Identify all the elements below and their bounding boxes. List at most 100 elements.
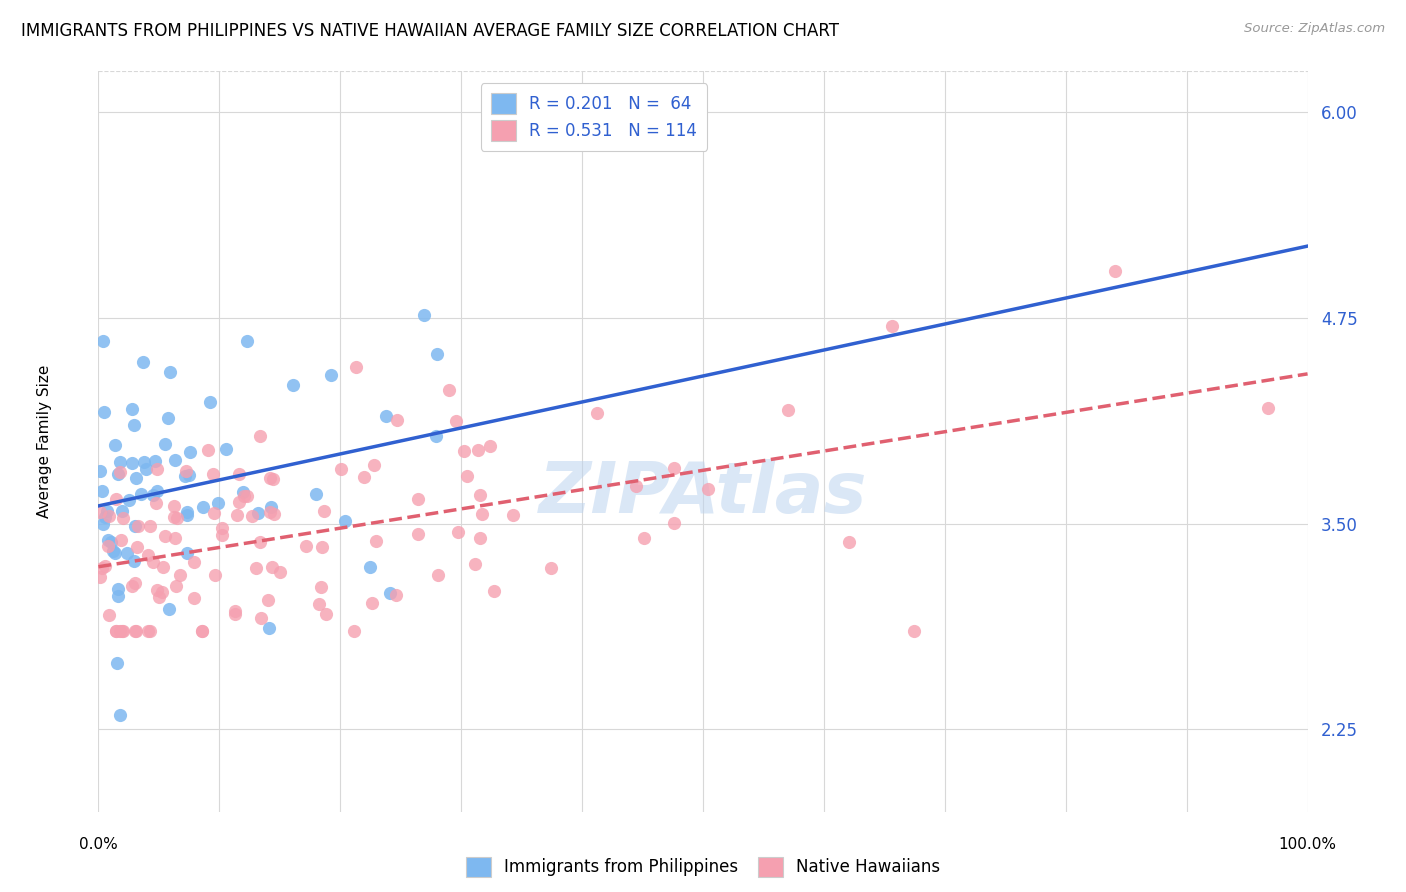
Point	[135, 462, 157, 476]
Point	[105, 491, 128, 506]
Point	[127, 518, 149, 533]
Point	[446, 414, 468, 428]
Point	[174, 469, 197, 483]
Point	[110, 504, 132, 518]
Point	[124, 575, 146, 590]
Point	[257, 593, 280, 607]
Point	[110, 533, 132, 548]
Point	[176, 505, 198, 519]
Point	[263, 507, 285, 521]
Point	[91, 516, 114, 531]
Point	[447, 524, 470, 539]
Point	[387, 413, 409, 427]
Point	[177, 467, 200, 482]
Point	[235, 489, 257, 503]
Point	[413, 308, 436, 322]
Point	[311, 541, 333, 555]
Point	[190, 624, 212, 638]
Point	[211, 528, 233, 542]
Point	[233, 489, 256, 503]
Point	[159, 365, 181, 379]
Point	[90, 483, 112, 498]
Point	[225, 508, 247, 523]
Point	[281, 378, 304, 392]
Point	[363, 458, 385, 472]
Point	[104, 438, 127, 452]
Point	[361, 596, 384, 610]
Point	[1257, 401, 1279, 415]
Point	[262, 472, 284, 486]
Point	[190, 624, 212, 638]
Point	[198, 395, 221, 409]
Point	[211, 521, 233, 535]
Text: 0.0%: 0.0%	[79, 837, 118, 852]
Point	[108, 624, 131, 638]
Point	[260, 559, 283, 574]
Point	[232, 485, 254, 500]
Point	[108, 455, 131, 469]
Point	[143, 454, 166, 468]
Point	[315, 607, 337, 622]
Point	[129, 487, 152, 501]
Point	[104, 546, 127, 560]
Point	[124, 624, 146, 638]
Point	[215, 442, 238, 456]
Point	[224, 603, 246, 617]
Point	[94, 509, 117, 524]
Point	[121, 579, 143, 593]
Point	[96, 504, 118, 518]
Point	[202, 467, 225, 481]
Point	[122, 417, 145, 432]
Point	[166, 511, 188, 525]
Point	[305, 487, 328, 501]
Point	[838, 535, 860, 549]
Point	[148, 590, 170, 604]
Text: Source: ZipAtlas.com: Source: ZipAtlas.com	[1244, 22, 1385, 36]
Point	[245, 560, 267, 574]
Point	[146, 484, 169, 499]
Point	[138, 624, 160, 638]
Point	[384, 588, 406, 602]
Point	[249, 429, 271, 443]
Point	[97, 539, 120, 553]
Text: Average Family Size: Average Family Size	[37, 365, 52, 518]
Point	[111, 511, 134, 525]
Point	[624, 479, 647, 493]
Point	[540, 561, 562, 575]
Point	[163, 453, 186, 467]
Point	[696, 482, 718, 496]
Point	[197, 443, 219, 458]
Point	[464, 557, 486, 571]
Point	[139, 519, 162, 533]
Point	[105, 656, 128, 670]
Point	[903, 624, 925, 638]
Point	[111, 624, 134, 638]
Point	[308, 597, 330, 611]
Point	[108, 465, 131, 479]
Point	[146, 582, 169, 597]
Point	[427, 568, 450, 582]
Point	[125, 624, 148, 638]
Point	[142, 488, 165, 502]
Point	[93, 405, 115, 419]
Point	[406, 491, 429, 506]
Point	[105, 624, 128, 638]
Point	[309, 580, 332, 594]
Point	[90, 561, 112, 575]
Point	[468, 531, 491, 545]
Point	[502, 508, 524, 522]
Point	[111, 624, 134, 638]
Point	[260, 500, 283, 515]
Point	[333, 514, 356, 528]
Point	[250, 611, 273, 625]
Point	[344, 359, 367, 374]
Point	[364, 533, 387, 548]
Text: ZIPAtlas: ZIPAtlas	[538, 458, 868, 528]
Point	[312, 504, 335, 518]
Point	[479, 439, 502, 453]
Point	[89, 569, 111, 583]
Point	[375, 409, 398, 423]
Point	[100, 534, 122, 549]
Point	[142, 555, 165, 569]
Point	[259, 471, 281, 485]
